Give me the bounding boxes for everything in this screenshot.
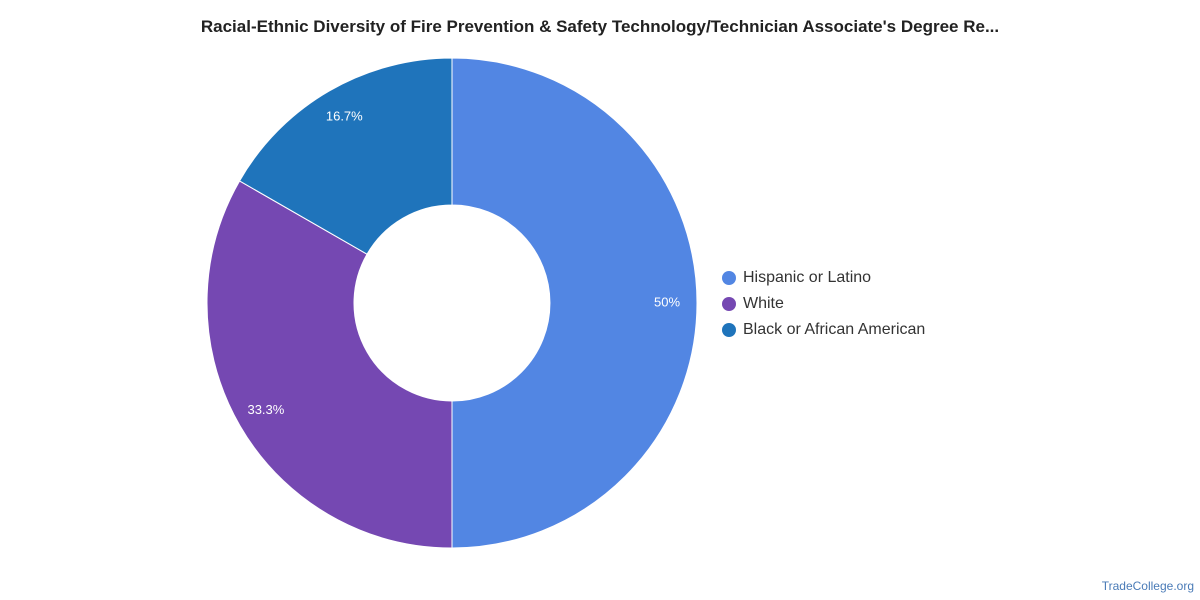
- legend-item-white[interactable]: White: [722, 291, 925, 317]
- slice-black-or-african-american: [238, 57, 453, 255]
- legend-label: Hispanic or Latino: [743, 269, 872, 286]
- slices: [206, 57, 698, 549]
- legend-item-black-or-african-american[interactable]: Black or African American: [722, 317, 925, 343]
- legend-label: White: [743, 295, 784, 312]
- chart-title: Racial-Ethnic Diversity of Fire Preventi…: [200, 17, 1000, 36]
- chart-legend: Hispanic or Latino White Black or African …: [722, 265, 925, 343]
- slice-label-hispanic-or-latino: 50%: [654, 294, 680, 309]
- slice-label-black-or-african-american: 16.7%: [326, 108, 363, 123]
- legend-swatch-icon: [722, 323, 736, 337]
- slice-hispanic-or-latino: [451, 57, 698, 549]
- slice-labels: 50% 33.3% 16.7%: [247, 108, 680, 417]
- slice-label-white: 33.3%: [247, 402, 284, 417]
- legend-item-hispanic-or-latino[interactable]: Hispanic or Latino: [722, 265, 925, 291]
- slice-white: [206, 180, 453, 549]
- watermark: TradeCollege.org: [1101, 579, 1194, 593]
- legend-label: Black or African American: [743, 321, 926, 338]
- legend-swatch-icon: [722, 297, 736, 311]
- legend-swatch-icon: [722, 271, 736, 285]
